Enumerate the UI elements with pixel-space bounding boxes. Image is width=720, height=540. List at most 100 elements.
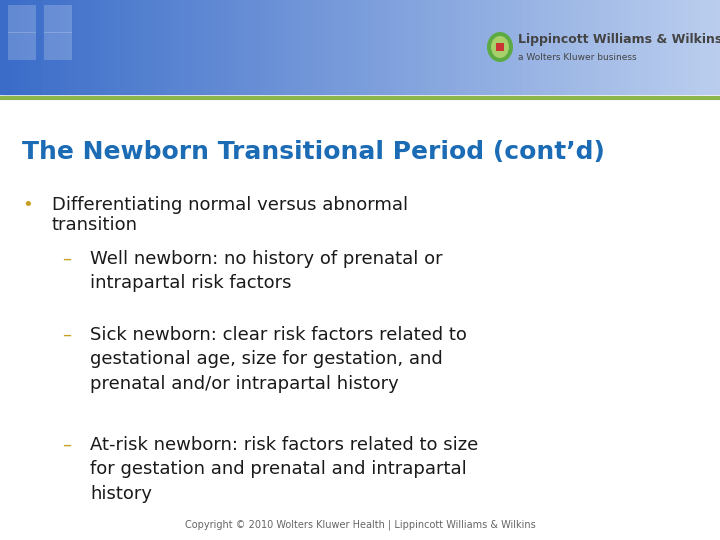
Bar — [444, 0, 450, 94]
Text: –: – — [62, 436, 71, 454]
Bar — [522, 0, 528, 94]
Bar — [44, 5, 72, 33]
Bar — [240, 0, 246, 94]
Bar — [528, 0, 534, 94]
Bar — [186, 0, 192, 94]
Bar — [390, 0, 396, 94]
Bar — [540, 0, 546, 94]
Bar — [594, 0, 600, 94]
Bar — [300, 0, 306, 94]
Bar — [606, 0, 612, 94]
Text: –: – — [62, 250, 71, 268]
Bar — [342, 0, 348, 94]
Bar — [576, 0, 582, 94]
Bar — [144, 0, 150, 94]
Bar — [496, 43, 504, 51]
Bar — [438, 0, 444, 94]
Bar — [564, 0, 570, 94]
Ellipse shape — [491, 36, 509, 58]
Bar — [96, 0, 102, 94]
Bar — [660, 0, 666, 94]
Bar — [648, 0, 654, 94]
Bar — [282, 0, 288, 94]
Bar — [702, 0, 708, 94]
Bar — [72, 0, 78, 94]
Bar — [666, 0, 672, 94]
Bar — [618, 0, 624, 94]
Bar — [234, 0, 240, 94]
Bar — [408, 0, 414, 94]
Bar — [360, 0, 366, 94]
Bar — [420, 0, 426, 94]
Bar — [228, 0, 234, 94]
Bar — [114, 0, 120, 94]
Bar — [588, 0, 594, 94]
Bar — [534, 0, 540, 94]
Bar — [84, 0, 90, 94]
Bar — [378, 0, 384, 94]
Bar — [498, 0, 504, 94]
Bar — [432, 0, 438, 94]
Bar — [510, 0, 516, 94]
Bar — [474, 0, 480, 94]
Bar — [450, 0, 456, 94]
Text: a Wolters Kluwer business: a Wolters Kluwer business — [518, 52, 636, 62]
Bar — [66, 0, 72, 94]
Bar — [210, 0, 216, 94]
Bar — [492, 0, 498, 94]
Bar — [204, 0, 210, 94]
Bar — [120, 0, 126, 94]
Text: Lippincott Williams & Wilkins: Lippincott Williams & Wilkins — [518, 32, 720, 45]
Bar — [306, 0, 312, 94]
Bar — [336, 0, 342, 94]
Bar — [582, 0, 588, 94]
Bar — [672, 0, 678, 94]
Bar — [132, 0, 138, 94]
Bar — [318, 0, 324, 94]
Text: Differentiating normal versus abnormal: Differentiating normal versus abnormal — [52, 196, 408, 214]
Bar — [636, 0, 642, 94]
Bar — [108, 0, 114, 94]
Bar — [252, 0, 258, 94]
Bar — [684, 0, 690, 94]
Bar — [222, 0, 228, 94]
Bar — [612, 0, 618, 94]
Bar — [414, 0, 420, 94]
Bar — [126, 0, 132, 94]
Bar — [546, 0, 552, 94]
Bar — [366, 0, 372, 94]
Bar — [78, 0, 84, 94]
Bar — [396, 0, 402, 94]
Bar — [294, 0, 300, 94]
Bar — [312, 0, 318, 94]
Bar — [90, 0, 96, 94]
Bar — [402, 0, 408, 94]
Bar — [168, 0, 174, 94]
Bar — [642, 0, 648, 94]
Bar — [654, 0, 660, 94]
Bar — [426, 0, 432, 94]
Text: transition: transition — [52, 216, 138, 234]
Bar — [264, 0, 270, 94]
Bar — [696, 0, 702, 94]
Bar — [678, 0, 684, 94]
Bar — [486, 0, 492, 94]
Bar — [570, 0, 576, 94]
Bar — [276, 0, 282, 94]
Bar — [246, 0, 252, 94]
Bar — [6, 0, 12, 94]
Bar — [480, 0, 486, 94]
Bar — [504, 0, 510, 94]
Bar — [156, 0, 162, 94]
Bar — [258, 0, 264, 94]
Bar — [690, 0, 696, 94]
Bar — [354, 0, 360, 94]
Bar — [330, 0, 336, 94]
Bar — [468, 0, 474, 94]
Bar — [708, 0, 714, 94]
Bar — [192, 0, 198, 94]
Bar — [102, 0, 108, 94]
Text: At-risk newborn: risk factors related to size
for gestation and prenatal and int: At-risk newborn: risk factors related to… — [90, 436, 478, 503]
Bar — [138, 0, 144, 94]
Bar — [24, 0, 30, 94]
